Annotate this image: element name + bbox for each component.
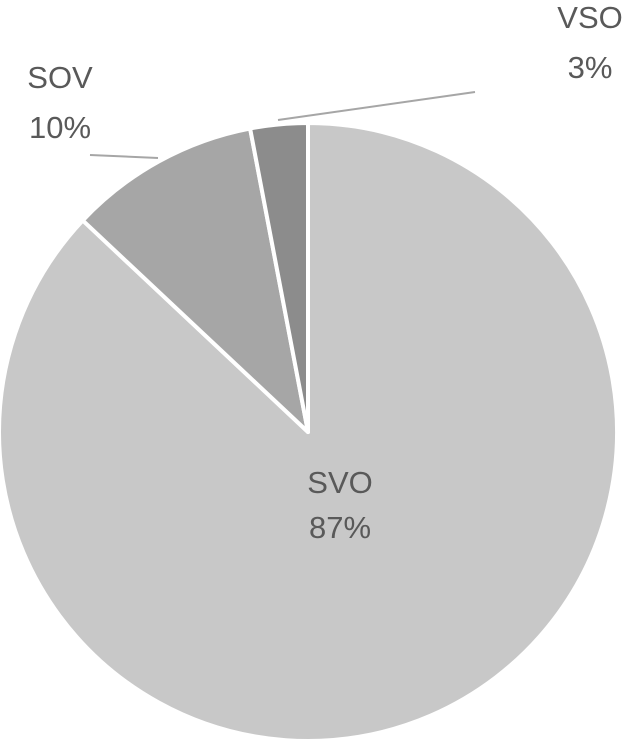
slice-label: SVO [307,465,372,500]
slice-value-label: 3% [568,50,613,85]
slice-value-label: 87% [309,510,371,545]
slice-label: VSO [557,0,622,35]
pie-slice [80,126,310,434]
leader-line [277,91,476,121]
leader-line [89,154,159,159]
pie-slice [248,121,310,434]
slice-label: SOV [27,60,93,95]
slice-value-label: 10% [29,110,91,145]
